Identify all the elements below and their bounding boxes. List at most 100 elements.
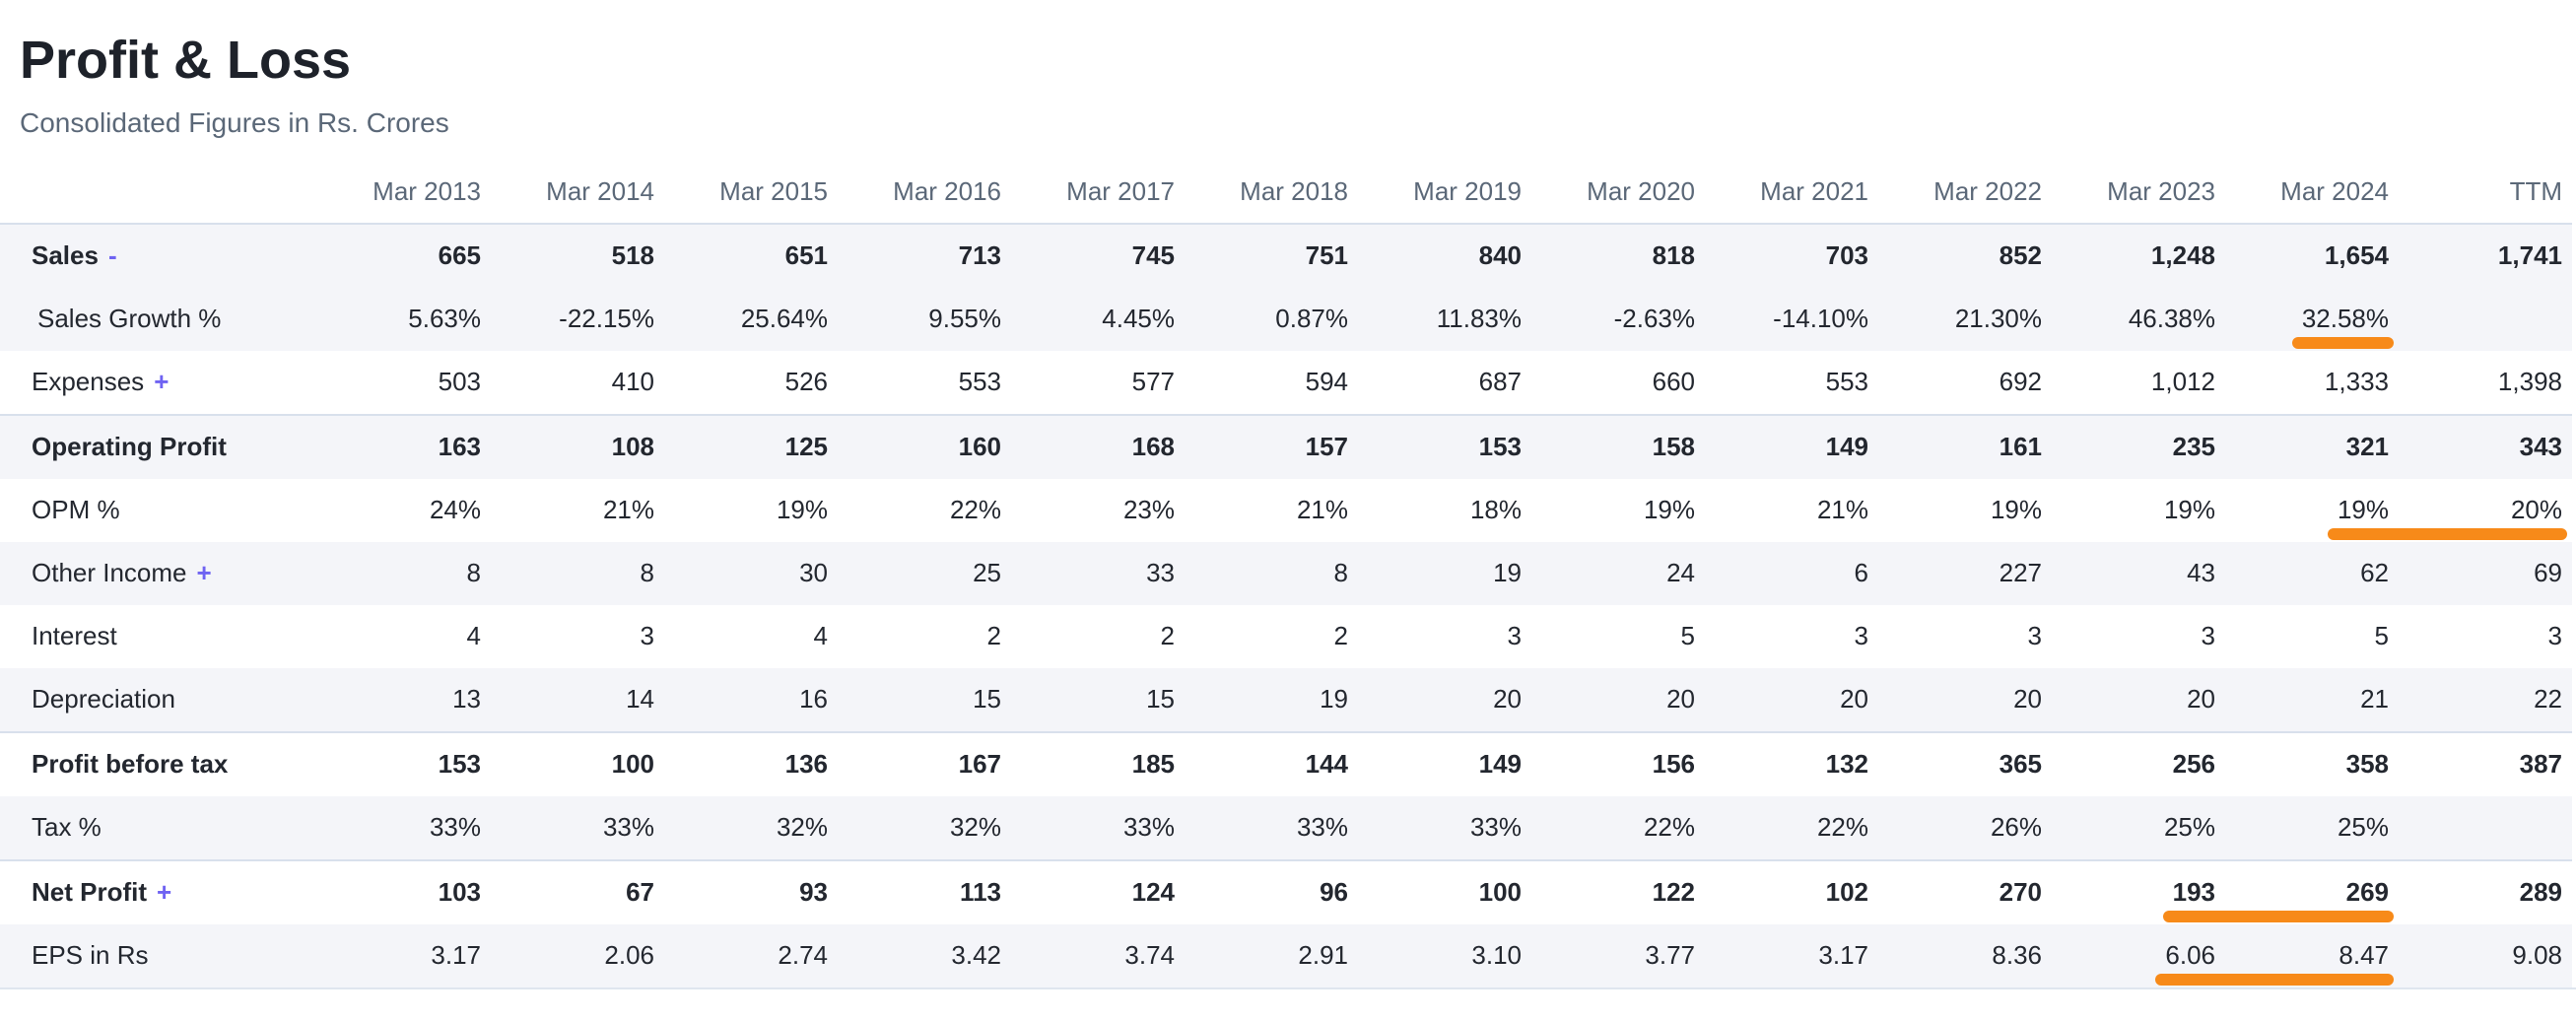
table-cell: 125 xyxy=(662,416,836,479)
table-cell: 526 xyxy=(662,351,836,414)
table-cell: 577 xyxy=(1009,351,1183,414)
table-cell: 8 xyxy=(315,542,489,605)
cell-value: 153 xyxy=(438,749,481,779)
cell-value: 8.47 xyxy=(2339,940,2389,970)
expand-toggle-icon[interactable]: + xyxy=(154,367,169,396)
column-header: Mar 2015 xyxy=(719,176,828,206)
cell-value: 692 xyxy=(1999,367,2042,396)
cell-value: 9.55% xyxy=(928,304,1001,333)
table-cell: 321 xyxy=(2223,416,2397,479)
table-cell: 93 xyxy=(662,861,836,924)
table-cell: 33 xyxy=(1009,542,1183,605)
cell-value: 4 xyxy=(813,621,828,650)
table-cell: 270 xyxy=(1876,861,2050,924)
table-cell: 22% xyxy=(836,479,1009,542)
table-row-other-income: Other Income +8 8 30 25 33 8 19 24 6 227 43 62 69 xyxy=(0,542,2572,605)
cell-value: 122 xyxy=(1652,877,1695,907)
table-cell: 100 xyxy=(489,733,662,796)
row-label[interactable]: Sales - xyxy=(0,225,315,288)
highlight-underline xyxy=(2155,974,2394,986)
cell-value: 751 xyxy=(1305,240,1348,270)
table-cell: 19% xyxy=(1876,479,2050,542)
column-header: Mar 2022 xyxy=(1933,176,2042,206)
cell-value: 594 xyxy=(1305,367,1348,396)
cell-value: 158 xyxy=(1652,432,1695,461)
cell-value: 132 xyxy=(1825,749,1868,779)
highlight-underline xyxy=(2328,528,2567,540)
cell-value: 100 xyxy=(1478,877,1522,907)
cell-value: -14.10% xyxy=(1773,304,1868,333)
row-label-text: Profit before tax xyxy=(32,749,229,779)
table-cell: 3.42 xyxy=(836,924,1009,987)
expand-toggle-icon[interactable]: + xyxy=(196,558,212,587)
table-cell: 343 xyxy=(2397,416,2570,479)
table-cell: 33% xyxy=(315,796,489,859)
table-cell: 108 xyxy=(489,416,662,479)
table-cell: 163 xyxy=(315,416,489,479)
cell-value: 5 xyxy=(2374,621,2389,650)
table-cell: 157 xyxy=(1183,416,1356,479)
table-row-interest: Interest 4 3 4 2 2 2 3 5 3 3 3 5 3 xyxy=(0,605,2572,668)
row-label: Tax % xyxy=(0,796,315,859)
table-cell: 553 xyxy=(1703,351,1876,414)
table-cell: 18% xyxy=(1356,479,1529,542)
table-cell: 24 xyxy=(1529,542,1703,605)
table-cell: 21% xyxy=(1183,479,1356,542)
expand-toggle-icon[interactable]: + xyxy=(157,877,172,907)
table-cell: 665 xyxy=(315,225,489,288)
row-label[interactable]: Expenses + xyxy=(0,351,315,414)
collapse-toggle-icon[interactable]: - xyxy=(107,240,117,270)
table-cell: 33% xyxy=(489,796,662,859)
table-cell: 3 xyxy=(1876,605,2050,668)
table-cell: 16 xyxy=(662,668,836,731)
table-cell: 8 xyxy=(1183,542,1356,605)
cell-value: 33 xyxy=(1146,558,1175,587)
table-cell: 24% xyxy=(315,479,489,542)
table-cell: 19% xyxy=(1529,479,1703,542)
cell-value: 3.42 xyxy=(951,940,1001,970)
cell-value: 6.06 xyxy=(2165,940,2215,970)
column-header: Mar 2013 xyxy=(373,176,481,206)
table-cell: 3 xyxy=(2397,605,2570,668)
cell-value: 25.64% xyxy=(740,304,828,333)
cell-value: 8 xyxy=(466,558,481,587)
cell-value: 3 xyxy=(2201,621,2215,650)
table-cell: 19% xyxy=(2050,479,2223,542)
table-cell: 33% xyxy=(1009,796,1183,859)
table-row-depreciation: Depreciation 13 14 16 15 15 19 20 20 20 20 20 21 22 xyxy=(0,668,2572,731)
cell-value: 125 xyxy=(784,432,828,461)
cell-value: 108 xyxy=(611,432,654,461)
row-label-text: Sales xyxy=(32,240,99,270)
row-label: EPS in Rs xyxy=(0,924,315,987)
cell-value: 160 xyxy=(958,432,1001,461)
row-label-text: Net Profit xyxy=(32,877,147,907)
table-cell: 15 xyxy=(1009,668,1183,731)
table-row-opm: OPM % 24% 21% 19% 22% 23% 21% 18% 19% 21% 19% 19% 19… xyxy=(0,479,2572,542)
table-header-row: Mar 2013 Mar 2014 Mar 2015 Mar 2016 Mar 2017… xyxy=(0,140,2572,225)
column-header: TTM xyxy=(2509,176,2562,206)
table-cell: 1,333 xyxy=(2223,351,2397,414)
cell-value: -2.63% xyxy=(1613,304,1695,333)
table-cell: 185 xyxy=(1009,733,1183,796)
table-cell: 3 xyxy=(1356,605,1529,668)
table-cell: 153 xyxy=(315,733,489,796)
table-cell: 3 xyxy=(1703,605,1876,668)
cell-value: 20 xyxy=(1493,684,1522,714)
table-cell: 20 xyxy=(1356,668,1529,731)
cell-value: 21% xyxy=(602,495,654,524)
cell-value: 21 xyxy=(2360,684,2389,714)
cell-value: 713 xyxy=(958,240,1001,270)
table-row-tax: Tax % 33% 33% 32% 32% 33% 33% 33% 22% 22% 26% 25% 25… xyxy=(0,796,2572,859)
cell-value: 103 xyxy=(438,877,481,907)
cell-value: 26% xyxy=(1990,812,2042,842)
column-header: Mar 2017 xyxy=(1066,176,1175,206)
row-label[interactable]: Net Profit + xyxy=(0,861,315,924)
cell-value: 20% xyxy=(2510,495,2562,524)
table-cell: 3 xyxy=(2050,605,2223,668)
table-cell: 3.17 xyxy=(315,924,489,987)
row-label[interactable]: Other Income + xyxy=(0,542,315,605)
cell-value: 5.63% xyxy=(408,304,481,333)
cell-value: 22 xyxy=(2534,684,2562,714)
table-cell: 4 xyxy=(662,605,836,668)
table-cell: 1,741 xyxy=(2397,225,2570,288)
